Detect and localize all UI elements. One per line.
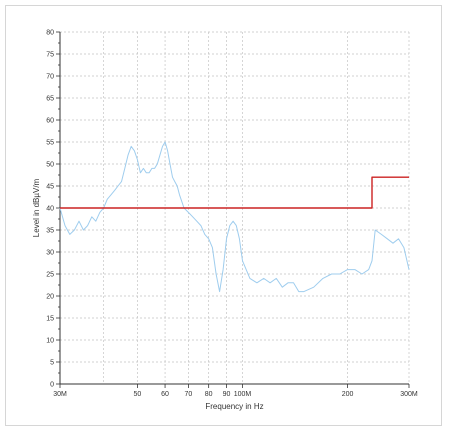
y-tick-label: 40 (46, 206, 54, 213)
y-tick-label: 70 (46, 74, 54, 81)
y-tick-label: 5 (50, 360, 54, 367)
x-axis-label: Frequency in Hz (205, 402, 263, 411)
y-tick-label: 65 (46, 96, 54, 103)
x-tick-label: 30M (53, 391, 67, 398)
measurement-trace-line (59, 141, 410, 293)
y-tick-label: 50 (46, 162, 54, 169)
x-tick-label: 200 (342, 391, 354, 398)
limit-line (60, 176, 409, 209)
y-tick-label: 45 (46, 184, 54, 191)
x-tick-label: 300M (400, 391, 418, 398)
y-tick-label: 80 (46, 30, 54, 37)
y-tick-label: 15 (46, 316, 54, 323)
y-tick-label: 35 (46, 228, 54, 235)
y-tick-label: 0 (50, 382, 54, 389)
x-tick-label: 50 (134, 391, 142, 398)
y-tick-label: 60 (46, 118, 54, 125)
y-tick-label: 75 (46, 52, 54, 59)
x-tick-label: 80 (205, 391, 213, 398)
y-tick-label: 20 (46, 294, 54, 301)
y-tick-label: 55 (46, 140, 54, 147)
y-axis-label: Level in dBµV/m (32, 178, 41, 237)
y-tick-label: 30 (46, 250, 54, 257)
x-tick-label: 100M (234, 391, 252, 398)
x-tick-label: 60 (161, 391, 169, 398)
x-tick-label: 90 (223, 391, 231, 398)
x-tick-label: 70 (185, 391, 193, 398)
y-tick-label: 10 (46, 338, 54, 345)
y-tick-label: 25 (46, 272, 54, 279)
